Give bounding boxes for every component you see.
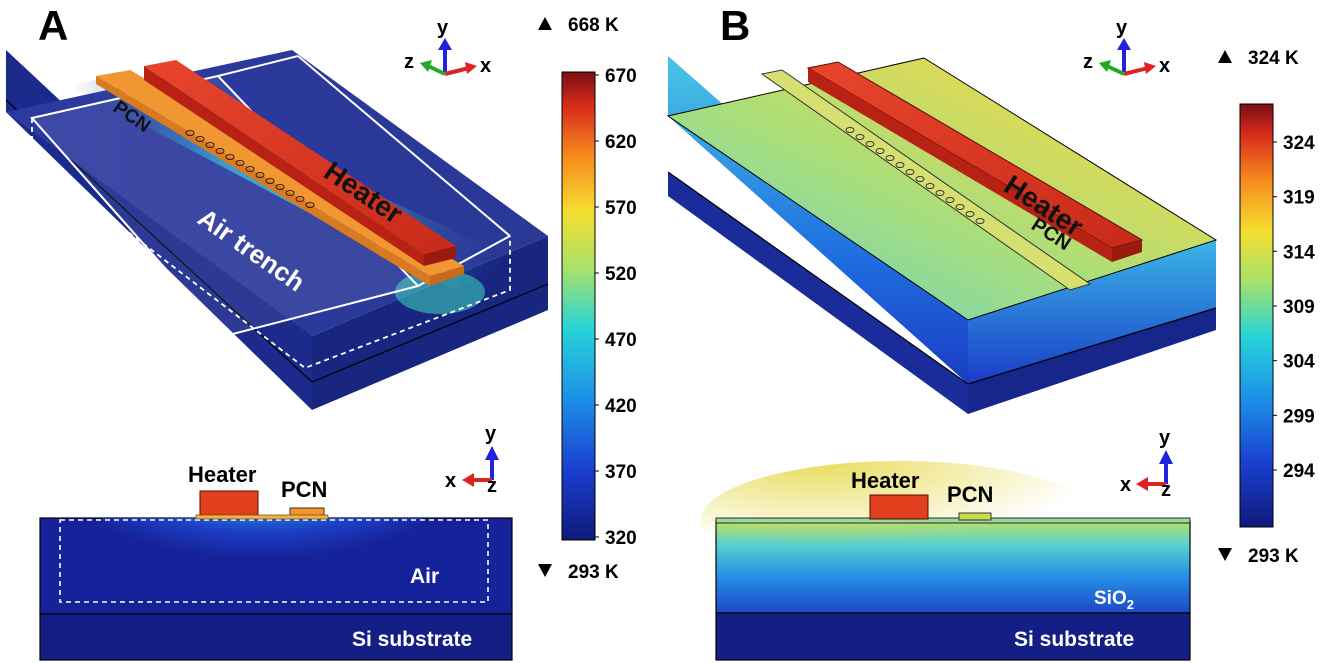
b-cs-sio2-label: SiO2: [1094, 588, 1134, 612]
a-cs-substrate-label: Si substrate: [352, 628, 472, 651]
svg-text:z: z: [1083, 51, 1093, 73]
panel-b: B Heater PCN: [666, 2, 1315, 661]
panel-b-3d-block: [666, 56, 1218, 414]
svg-text:293 K: 293 K: [1248, 546, 1299, 567]
a-colorbar-tick-label: 370: [605, 462, 637, 483]
svg-text:PCN: PCN: [947, 482, 993, 507]
a-colorbar-tick-label: 620: [605, 132, 637, 153]
a-colorbar-tick-label: 320: [605, 528, 637, 549]
panel-a-3d-block: [5, 50, 549, 410]
svg-text:Si substrate: Si substrate: [1014, 628, 1134, 651]
panel-b-letter: B: [720, 2, 750, 49]
a-colorbar-tick-label: 420: [605, 396, 637, 417]
b-colorbar-tick-label: 294: [1283, 461, 1315, 482]
a-axes-2d: y x z: [445, 423, 499, 497]
a-min-marker: 293 K: [568, 562, 619, 583]
svg-text:x: x: [445, 470, 456, 492]
svg-text:y: y: [1116, 17, 1128, 39]
svg-text:x: x: [1120, 474, 1131, 496]
svg-text:Heater: Heater: [851, 468, 920, 493]
b-axes-2d: y x z: [1120, 427, 1173, 501]
b-colorbar: 324 K 324 319 314 309 304 299 294 293 K: [1218, 48, 1315, 567]
svg-text:y: y: [1159, 427, 1171, 449]
a-axis-z: z: [404, 51, 414, 73]
a-axis-x: x: [480, 55, 491, 77]
a-axis-y: y: [437, 17, 449, 39]
a-side-face: [312, 236, 548, 410]
b-colorbar-tick-label: 304: [1283, 352, 1315, 373]
b-colorbar-tick-label: 309: [1283, 297, 1315, 318]
a-axes-3d: y z x: [404, 17, 491, 77]
a-pcn-holes: [185, 130, 315, 208]
a-colorbar: 668 K 670 620 570 520 470 420 370 320 293 K: [538, 15, 637, 583]
panel-a: A: [5, 2, 637, 661]
a-heater-front: [144, 66, 424, 266]
a-cs-air-label: Air: [410, 565, 439, 588]
a-heater-top: [144, 60, 456, 254]
b-colorbar-tick-label: 299: [1283, 406, 1315, 427]
a-cs-heater-label: Heater: [188, 462, 257, 487]
b-colorbar-tick-label: 324: [1283, 133, 1315, 154]
panel-a-letter: A: [38, 2, 68, 49]
svg-text:y: y: [485, 423, 497, 445]
a-colorbar-tick-label: 520: [605, 264, 637, 285]
a-colorbar-tick-label: 570: [605, 198, 637, 219]
svg-text:x: x: [1159, 55, 1170, 77]
b-axes-3d: y z x: [1083, 17, 1170, 77]
a-max-marker: 668 K: [568, 15, 619, 36]
a-colorbar-tick-label: 670: [605, 66, 637, 87]
b-colorbar-tick-label: 319: [1283, 188, 1315, 209]
a-cross-section: [39, 490, 513, 661]
svg-text:z: z: [487, 475, 497, 497]
b-colorbar-tick-label: 314: [1283, 242, 1315, 263]
svg-text:z: z: [1161, 479, 1171, 501]
a-cs-pcn-label: PCN: [281, 477, 327, 502]
a-colorbar-tick-label: 470: [605, 330, 637, 351]
b-cross-section: [700, 461, 1191, 661]
svg-text:324 K: 324 K: [1248, 48, 1299, 69]
